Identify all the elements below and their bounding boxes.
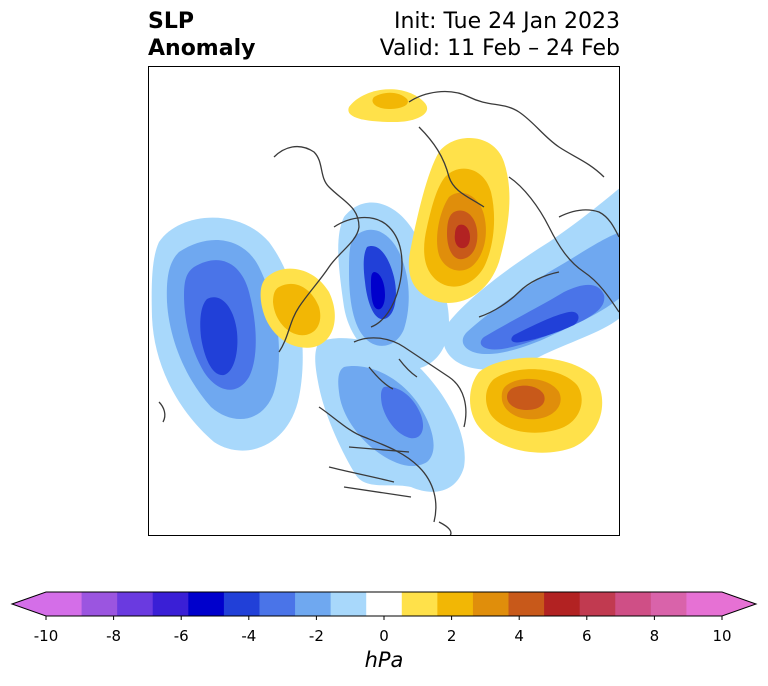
colorbar-tick-label: 0 <box>379 627 389 645</box>
colorbar-unit: hPa <box>364 648 404 672</box>
map-dates: Init: Tue 24 Jan 2023 Valid: 11 Feb – 24… <box>380 8 620 62</box>
colorbar-tick-label: -2 <box>308 627 324 645</box>
colorbar-tick-label: 10 <box>712 627 732 645</box>
colorbar-tick-label: -10 <box>33 627 59 645</box>
colorbar-swatch <box>472 592 510 616</box>
colorbar-swatch <box>188 592 225 616</box>
colorbar-extend-min <box>12 592 46 616</box>
colorbar-tick-label: -6 <box>173 627 189 645</box>
colorbar-swatch <box>650 592 687 616</box>
colorbar-svg <box>10 591 758 620</box>
siberia-high <box>408 138 510 303</box>
init-date: Init: Tue 24 Jan 2023 <box>393 9 620 34</box>
colorbar-swatch <box>544 592 581 616</box>
colorbar-swatch <box>401 592 438 616</box>
colorbar-swatch <box>366 592 403 616</box>
colorbar-swatch <box>508 592 545 616</box>
pacific-low <box>151 217 303 451</box>
coastlines <box>158 90 619 535</box>
colorbar-tick-label: 6 <box>582 627 592 645</box>
colorbar-swatch <box>437 592 474 616</box>
colorbar-extend-max <box>722 592 756 616</box>
title-type: Anomaly <box>148 36 256 61</box>
colorbar-swatch <box>579 592 616 616</box>
colorbar-swatch <box>152 592 189 616</box>
colorbar <box>0 585 768 645</box>
pacific-high <box>470 357 603 453</box>
colorbar-swatch <box>615 592 652 616</box>
anomaly-map <box>148 66 620 536</box>
map-title: SLP Anomaly <box>148 8 255 62</box>
colorbar-swatch <box>295 592 332 616</box>
colorbar-swatch <box>686 592 723 616</box>
colorbar-tick-label: 2 <box>446 627 457 645</box>
map-canvas <box>151 89 619 535</box>
colorbar-tick-label: -8 <box>106 627 122 645</box>
canada-low <box>315 338 465 492</box>
colorbar-swatch <box>223 592 260 616</box>
colorbar-swatch <box>117 592 154 616</box>
colorbar-tick-label: 4 <box>514 627 524 645</box>
colorbar-swatch <box>46 592 83 616</box>
colorbar-swatch <box>81 592 118 616</box>
colorbar-tick-label: 8 <box>649 627 660 645</box>
title-variable: SLP <box>148 9 194 34</box>
eurasia-low <box>443 188 619 370</box>
colorbar-tick-label: -4 <box>241 627 257 645</box>
colorbar-swatch <box>330 592 367 616</box>
valid-range: Valid: 11 Feb – 24 Feb <box>379 36 620 61</box>
europe-high <box>348 89 428 122</box>
colorbar-swatch <box>259 592 296 616</box>
